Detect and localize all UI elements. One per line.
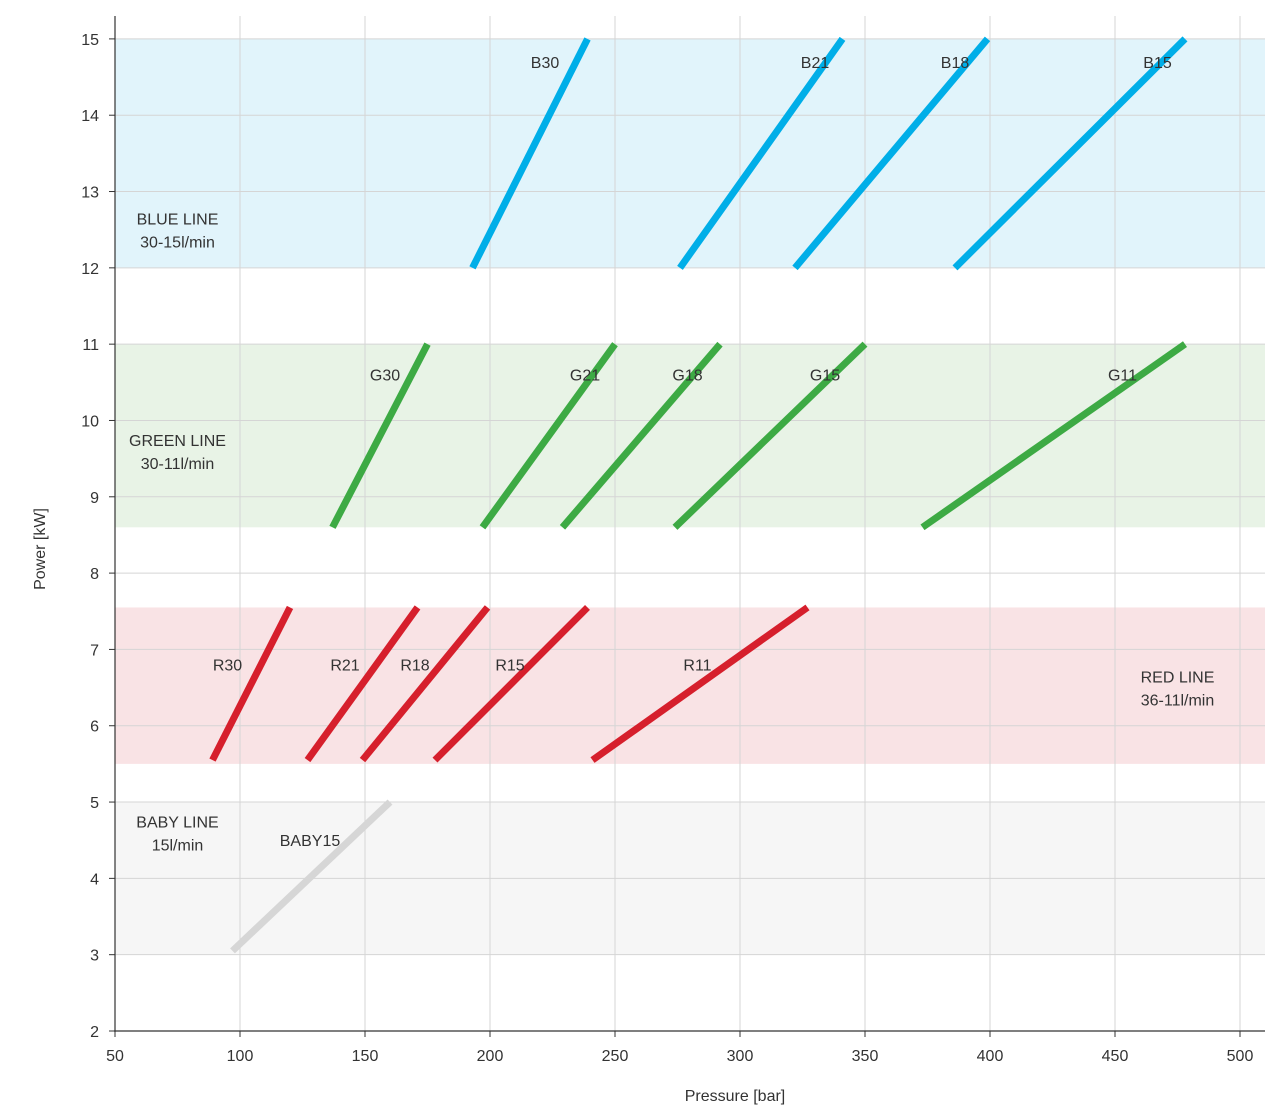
y-tick-label-11: 11 [82,337,99,354]
x-axis-title: Pressure [bar] [685,1088,785,1105]
series-label-g18: G18 [672,368,702,385]
series-label-r11: R11 [683,658,711,675]
series-label-r21: R21 [330,658,359,675]
y-tick-label-6: 6 [90,719,99,736]
series-line-g15 [672,341,868,530]
band-range-red-line: 36-11l/min [1141,693,1215,710]
series-layer [209,36,1188,954]
series-label-g15: G15 [810,368,840,385]
y-tick-label-14: 14 [81,108,99,125]
y-axis-title: Power [kW] [32,508,49,590]
series-label-baby15: BABY15 [280,833,341,850]
series-label-g30: G30 [370,368,400,385]
series-label-g11: G11 [1108,368,1137,385]
series-line-b18 [792,36,991,271]
series-line-r11 [590,604,810,763]
band-label-baby-line: BABY LINE [136,815,218,832]
band-layer [115,38,1265,955]
series-label-b15: B15 [1143,55,1172,72]
series-label-g21: G21 [570,368,600,385]
y-tick-label-10: 10 [81,413,99,430]
x-tick-label-300: 300 [727,1048,754,1065]
y-tick-label-3: 3 [90,948,99,965]
series-label-b30: B30 [531,55,560,72]
band-label-blue-line: BLUE LINE [137,212,219,229]
y-tick-label-7: 7 [90,642,99,659]
band-blue-line [115,38,1265,268]
series-label-b18: B18 [941,55,970,72]
series-line-r21 [304,605,421,763]
x-tick-label-250: 250 [602,1048,629,1065]
x-tick-label-200: 200 [477,1048,504,1065]
x-tick-label-450: 450 [1102,1048,1129,1065]
series-line-b21 [677,36,846,270]
series-label-r30: R30 [213,658,242,675]
series-line-r30 [209,605,294,762]
y-tick-label-5: 5 [90,795,99,812]
series-line-g18 [559,341,723,530]
label-layer: B30 B21 B18 B15 G30 G21 G18 G15 G11 R30 R21 R18 R15 R… [129,55,1214,855]
band-range-baby-line: 15l/min [152,838,204,855]
x-tick-label-50: 50 [106,1048,124,1065]
x-tick-label-100: 100 [227,1048,254,1065]
series-line-g30 [329,342,431,529]
x-tick-label-500: 500 [1227,1048,1254,1065]
y-tick-label-4: 4 [90,871,99,888]
series-label-r18: R18 [400,658,429,675]
band-label-red-line: RED LINE [1141,670,1215,687]
band-label-green-line: GREEN LINE [129,433,226,450]
y-tick-label-2: 2 [90,1024,99,1041]
series-line-r15 [432,604,590,763]
y-tick-label-8: 8 [90,566,99,583]
band-red-line [115,607,1265,764]
band-range-green-line: 30-11l/min [141,456,215,473]
y-tick-label-13: 13 [81,185,99,202]
y-tick-label-15: 15 [81,32,99,49]
series-line-g21 [479,342,618,530]
series-label-b21: B21 [801,55,830,72]
x-tick-label-350: 350 [852,1048,879,1065]
band-range-blue-line: 30-15l/min [140,235,215,252]
series-line-b15 [952,36,1188,271]
x-tick-label-400: 400 [977,1048,1004,1065]
series-line-baby15 [230,799,393,954]
axes-layer: 50 100 150 200 250 300 350 400 450 500 2 3 4 5 6 7 8 9 10 1… [81,16,1265,1065]
x-tick-label-150: 150 [352,1048,379,1065]
y-tick-label-12: 12 [81,261,99,278]
series-line-r18 [359,605,491,763]
series-line-g11 [920,341,1188,531]
series-line-b30 [469,37,591,270]
y-tick-label-9: 9 [90,490,99,507]
series-label-r15: R15 [495,658,524,675]
